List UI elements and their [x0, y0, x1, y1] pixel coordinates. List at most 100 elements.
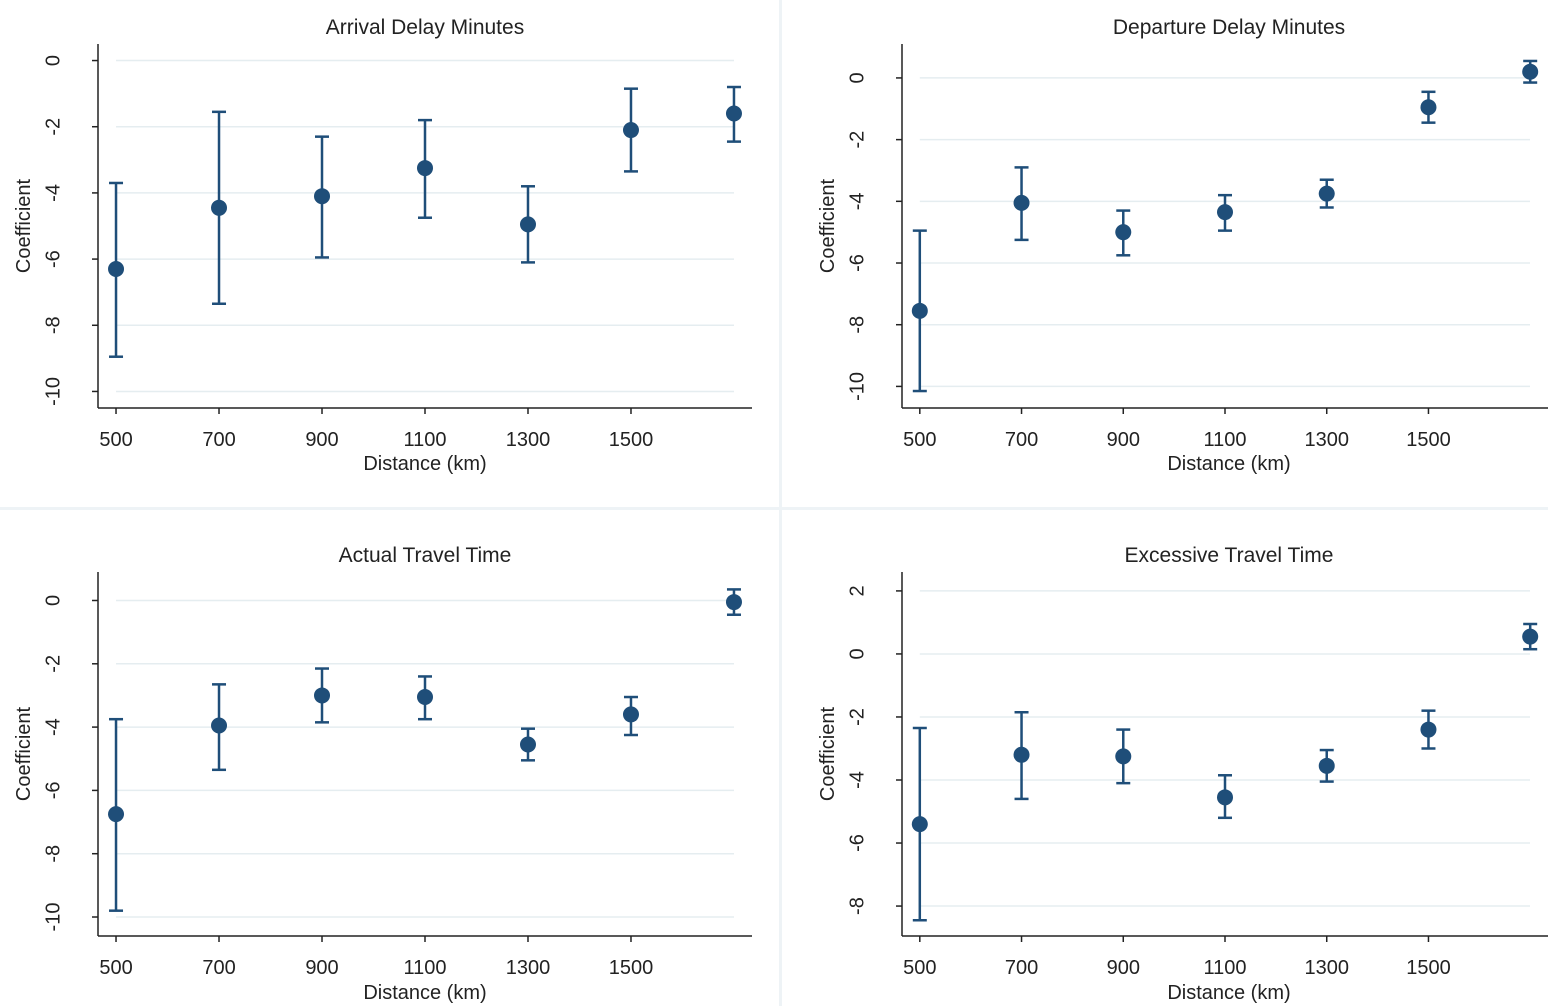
x-tick-label: 1300 — [506, 429, 551, 451]
x-tick-label: 500 — [99, 957, 132, 979]
data-point — [314, 687, 331, 704]
data-point — [1217, 204, 1233, 221]
x-tick-label: 1100 — [1203, 429, 1246, 451]
chart-title: Departure Delay Minutes — [1113, 16, 1345, 39]
data-point — [1318, 185, 1335, 202]
data-point-group — [1217, 193, 1233, 232]
x-tick-label: 1300 — [1304, 429, 1349, 451]
data-point — [1217, 789, 1233, 806]
x-tick-label: 900 — [1107, 957, 1140, 979]
y-tick-label: -2 — [42, 118, 64, 136]
data-point-group — [1522, 622, 1539, 651]
y-tick-label: -6 — [846, 254, 868, 272]
data-point-group — [211, 110, 228, 306]
x-tick-label: 900 — [1107, 429, 1140, 451]
chart-panel-departure-delay: Departure Delay Minutes Distance (km) Co… — [774, 0, 1548, 503]
data-point — [314, 188, 331, 205]
data-point-group — [211, 683, 228, 772]
x-axis-label: Distance (km) — [1167, 982, 1290, 1004]
data-point-group — [314, 667, 331, 724]
data-point-group — [417, 675, 433, 721]
x-axis-label: Distance (km) — [1167, 453, 1290, 475]
x-tick-label: 1100 — [1203, 957, 1246, 979]
x-tick-label: 1500 — [1406, 429, 1451, 451]
x-tick-label: 1500 — [609, 957, 654, 979]
y-tick-label: -8 — [846, 316, 868, 334]
y-tick-label: -8 — [42, 316, 64, 334]
data-point — [1522, 63, 1539, 80]
data-point-group — [314, 135, 331, 259]
data-point-group — [1217, 774, 1233, 820]
data-point-group — [519, 185, 536, 264]
data-point-group — [725, 588, 742, 616]
y-tick-label: -6 — [42, 250, 64, 268]
y-axis-label: Coefficient — [817, 178, 839, 273]
y-tick-label: -2 — [42, 655, 64, 673]
y-tick-label: -8 — [846, 897, 868, 915]
x-tick-label: 1300 — [506, 957, 551, 979]
data-point-group — [1115, 728, 1132, 785]
y-tick-label: 0 — [846, 72, 868, 83]
x-tick-label: 1500 — [609, 429, 654, 451]
data-point — [1013, 194, 1030, 211]
y-tick-label: -6 — [42, 782, 64, 800]
y-axis-label: Coefficient — [13, 706, 35, 801]
data-point-group — [1420, 709, 1437, 750]
data-point — [211, 717, 228, 734]
data-point-group — [911, 229, 928, 393]
y-axis-label: Coefficient — [13, 178, 35, 273]
x-tick-label: 1300 — [1304, 957, 1349, 979]
y-axis-label: Coefficient — [817, 706, 839, 801]
data-point — [417, 689, 433, 706]
x-tick-label: 900 — [305, 957, 338, 979]
chart-panel-actual-travel-time: Actual Travel Time Distance (km) Coeffic… — [0, 503, 774, 1006]
data-point — [1115, 748, 1132, 765]
y-tick-label: -2 — [846, 131, 868, 149]
data-point-group — [417, 118, 433, 219]
chart-departure-delay: Departure Delay Minutes Distance (km) Co… — [817, 16, 1548, 475]
x-axis-label: Distance (km) — [363, 982, 486, 1004]
data-point-group — [1115, 209, 1132, 257]
data-point — [1522, 628, 1539, 645]
data-point — [725, 105, 742, 122]
data-point-group — [1318, 748, 1335, 783]
chart-panel-excessive-travel-time: Excessive Travel Time Distance (km) Coef… — [774, 503, 1548, 1006]
x-tick-label: 1100 — [403, 429, 446, 451]
x-axis-label: Distance (km) — [363, 453, 486, 475]
data-point — [622, 122, 639, 139]
x-tick-label: 500 — [903, 429, 936, 451]
x-tick-label: 1100 — [403, 957, 446, 979]
y-tick-label: 0 — [42, 595, 64, 606]
x-tick-label: 700 — [202, 429, 235, 451]
chart-actual-travel-time: Actual Travel Time Distance (km) Coeffic… — [13, 544, 752, 1004]
y-tick-label: -6 — [846, 834, 868, 852]
data-point — [417, 160, 433, 177]
data-point-group — [1318, 178, 1335, 209]
data-point-group — [108, 717, 125, 912]
data-point — [108, 261, 125, 278]
y-tick-label: -4 — [846, 192, 868, 210]
data-point — [108, 806, 125, 823]
chart-arrival-delay: Arrival Delay Minutes Distance (km) Coef… — [13, 16, 752, 475]
y-tick-label: -10 — [42, 377, 64, 406]
chart-excessive-travel-time: Excessive Travel Time Distance (km) Coef… — [817, 544, 1548, 1004]
data-point-group — [622, 695, 639, 737]
y-tick-label: 2 — [846, 585, 868, 596]
data-point — [1115, 224, 1132, 241]
chart-title: Excessive Travel Time — [1125, 544, 1334, 567]
data-point-group — [108, 181, 125, 358]
data-point-group — [725, 85, 742, 143]
x-tick-label: 900 — [305, 429, 338, 451]
data-point — [519, 736, 536, 753]
data-point-group — [1013, 166, 1030, 242]
y-tick-label: -10 — [846, 372, 868, 401]
chart-panel-arrival-delay: Arrival Delay Minutes Distance (km) Coef… — [0, 0, 774, 503]
data-point-group — [911, 726, 928, 922]
x-tick-label: 700 — [1005, 429, 1038, 451]
y-tick-label: -4 — [42, 718, 64, 736]
data-point-group — [1013, 710, 1030, 801]
vertical-divider — [779, 0, 782, 1006]
chart-title: Actual Travel Time — [339, 544, 512, 567]
x-tick-label: 500 — [99, 429, 132, 451]
y-tick-label: -4 — [42, 184, 64, 202]
